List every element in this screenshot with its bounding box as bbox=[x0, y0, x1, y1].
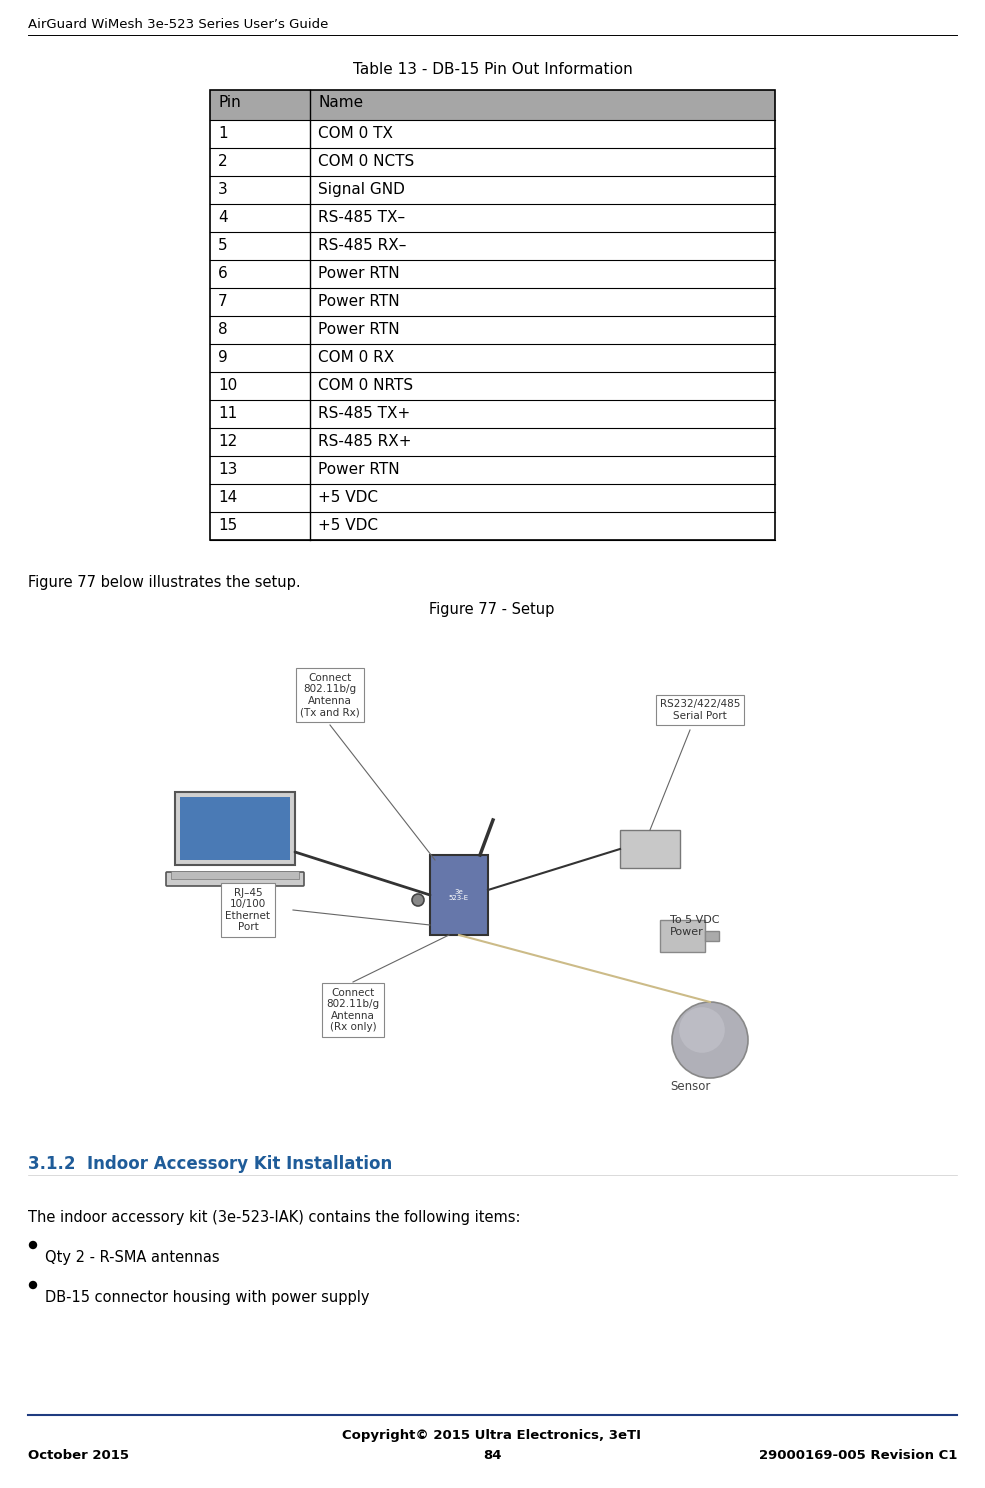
Bar bbox=[705, 931, 719, 940]
Text: 15: 15 bbox=[218, 518, 237, 533]
Text: Name: Name bbox=[318, 95, 363, 110]
Bar bbox=[210, 232, 775, 260]
Circle shape bbox=[30, 1281, 36, 1289]
Text: Power RTN: Power RTN bbox=[318, 321, 400, 336]
Bar bbox=[210, 512, 775, 540]
Text: +5 VDC: +5 VDC bbox=[318, 518, 378, 533]
Text: October 2015: October 2015 bbox=[28, 1449, 129, 1463]
Text: 5: 5 bbox=[218, 238, 228, 253]
Text: 3: 3 bbox=[218, 182, 228, 196]
Text: 2: 2 bbox=[218, 153, 228, 170]
Text: 1: 1 bbox=[218, 126, 228, 141]
Text: COM 0 TX: COM 0 TX bbox=[318, 126, 393, 141]
Bar bbox=[210, 289, 775, 315]
Text: Figure 77 - Setup: Figure 77 - Setup bbox=[429, 603, 555, 618]
Bar bbox=[180, 798, 290, 860]
Text: The indoor accessory kit (3e-523-IAK) contains the following items:: The indoor accessory kit (3e-523-IAK) co… bbox=[28, 1210, 520, 1225]
Bar bbox=[210, 455, 775, 484]
Text: RS-485 RX–: RS-485 RX– bbox=[318, 238, 407, 253]
Bar bbox=[210, 204, 775, 232]
Text: DB-15 connector housing with power supply: DB-15 connector housing with power suppl… bbox=[45, 1290, 369, 1305]
Text: 9: 9 bbox=[218, 350, 228, 365]
Text: 7: 7 bbox=[218, 295, 228, 310]
Text: RS232/422/485
Serial Port: RS232/422/485 Serial Port bbox=[660, 699, 740, 720]
Text: RJ–45
10/100
Ethernet
Port: RJ–45 10/100 Ethernet Port bbox=[226, 888, 271, 933]
Circle shape bbox=[672, 1001, 748, 1077]
Text: 84: 84 bbox=[483, 1449, 501, 1463]
FancyBboxPatch shape bbox=[166, 872, 304, 885]
Text: Connect
802.11b/g
Antenna
(Rx only): Connect 802.11b/g Antenna (Rx only) bbox=[326, 988, 379, 1033]
Bar bbox=[210, 400, 775, 429]
Bar bbox=[210, 260, 775, 289]
Text: COM 0 RX: COM 0 RX bbox=[318, 350, 394, 365]
Text: Table 13 - DB-15 Pin Out Information: Table 13 - DB-15 Pin Out Information bbox=[353, 62, 632, 77]
Bar bbox=[210, 89, 775, 121]
Bar bbox=[660, 920, 705, 952]
Text: 11: 11 bbox=[218, 406, 237, 421]
Text: RS-485 TX–: RS-485 TX– bbox=[318, 210, 405, 225]
Text: Sensor: Sensor bbox=[670, 1080, 710, 1094]
Circle shape bbox=[30, 1241, 36, 1248]
Text: Signal GND: Signal GND bbox=[318, 182, 405, 196]
Bar bbox=[171, 870, 299, 879]
Text: 8: 8 bbox=[218, 321, 228, 336]
Bar bbox=[210, 429, 775, 455]
Text: +5 VDC: +5 VDC bbox=[318, 490, 378, 504]
Text: AirGuard WiMesh 3e-523 Series User’s Guide: AirGuard WiMesh 3e-523 Series User’s Gui… bbox=[28, 18, 328, 31]
Text: 12: 12 bbox=[218, 434, 237, 449]
Bar bbox=[210, 372, 775, 400]
Text: 13: 13 bbox=[218, 461, 237, 478]
Text: 14: 14 bbox=[218, 490, 237, 504]
Text: Figure 77 below illustrates the setup.: Figure 77 below illustrates the setup. bbox=[28, 574, 300, 591]
Bar bbox=[210, 121, 775, 147]
Bar bbox=[210, 89, 775, 540]
Text: 4: 4 bbox=[218, 210, 228, 225]
Text: Pin: Pin bbox=[218, 95, 240, 110]
Text: Copyright© 2015 Ultra Electronics, 3eTI: Copyright© 2015 Ultra Electronics, 3eTI bbox=[343, 1428, 641, 1442]
Bar bbox=[210, 484, 775, 512]
Text: 3e
523-E: 3e 523-E bbox=[449, 888, 469, 902]
Bar bbox=[210, 176, 775, 204]
Text: RS-485 TX+: RS-485 TX+ bbox=[318, 406, 410, 421]
Text: COM 0 NRTS: COM 0 NRTS bbox=[318, 378, 413, 393]
Bar bbox=[430, 856, 488, 934]
Text: Qty 2 - R-SMA antennas: Qty 2 - R-SMA antennas bbox=[45, 1250, 220, 1265]
Text: To 5 VDC
Power: To 5 VDC Power bbox=[670, 915, 719, 936]
Text: Connect
802.11b/g
Antenna
(Tx and Rx): Connect 802.11b/g Antenna (Tx and Rx) bbox=[300, 673, 360, 717]
Bar bbox=[130, 635, 855, 1115]
Text: Power RTN: Power RTN bbox=[318, 461, 400, 478]
Bar bbox=[210, 344, 775, 372]
Text: Power RTN: Power RTN bbox=[318, 295, 400, 310]
Circle shape bbox=[680, 1007, 725, 1054]
Text: 29000169-005 Revision C1: 29000169-005 Revision C1 bbox=[758, 1449, 957, 1463]
Bar bbox=[620, 830, 680, 868]
Text: Power RTN: Power RTN bbox=[318, 266, 400, 281]
Text: RS-485 RX+: RS-485 RX+ bbox=[318, 434, 412, 449]
Text: 10: 10 bbox=[218, 378, 237, 393]
Circle shape bbox=[412, 894, 424, 906]
Text: 3.1.2  Indoor Accessory Kit Installation: 3.1.2 Indoor Accessory Kit Installation bbox=[28, 1155, 392, 1173]
Bar bbox=[175, 792, 295, 865]
Text: COM 0 NCTS: COM 0 NCTS bbox=[318, 153, 415, 170]
Bar bbox=[210, 315, 775, 344]
Bar bbox=[210, 147, 775, 176]
Text: 6: 6 bbox=[218, 266, 228, 281]
